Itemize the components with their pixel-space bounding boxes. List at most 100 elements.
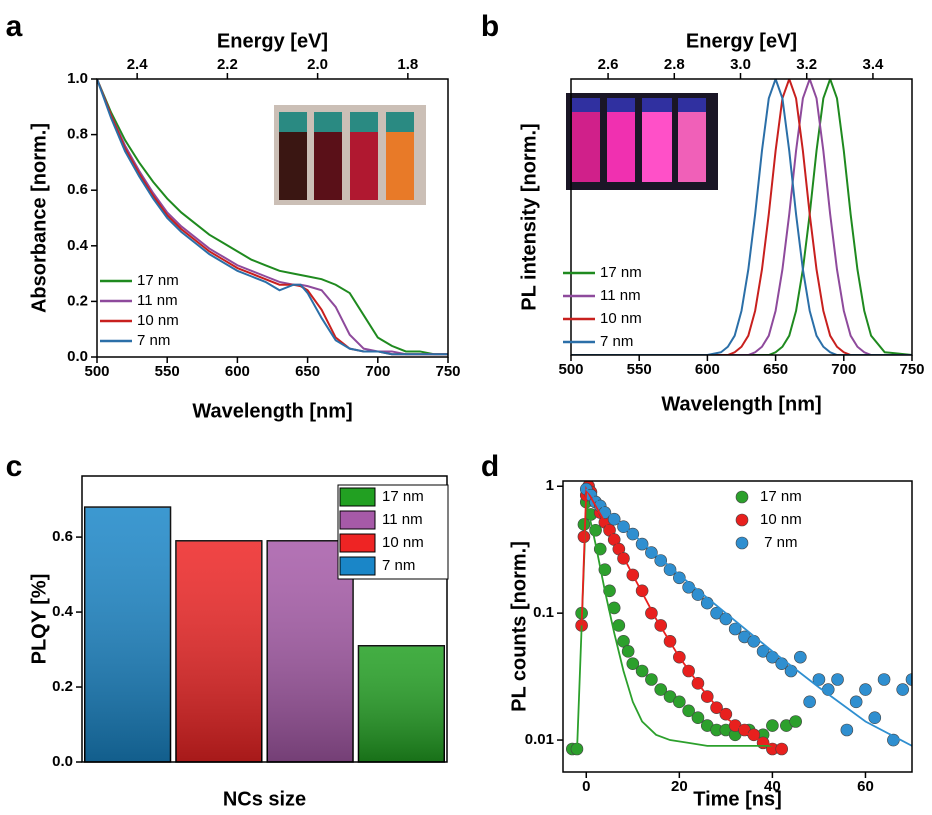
data-point bbox=[645, 673, 658, 686]
y-tick-label: 0.6 bbox=[67, 181, 88, 198]
legend-label: 7 nm bbox=[137, 332, 170, 349]
legend-swatch bbox=[339, 510, 376, 530]
y-tick-label: 0.4 bbox=[52, 603, 74, 620]
panel-label: a bbox=[6, 10, 23, 43]
spectrum-line bbox=[97, 79, 448, 356]
legend-label: 17 nm bbox=[760, 488, 802, 505]
data-point bbox=[635, 537, 649, 551]
x-tick-label: 500 bbox=[84, 363, 109, 380]
top-tick-label: 3.2 bbox=[796, 56, 817, 73]
inset-photo bbox=[274, 105, 426, 205]
top-tick-label: 2.2 bbox=[217, 56, 238, 73]
data-point bbox=[682, 704, 695, 718]
y-axis-label: PL counts [norm.] bbox=[508, 541, 530, 712]
data-point bbox=[645, 546, 658, 559]
x-tick-label: 20 bbox=[671, 778, 688, 795]
inset-photo bbox=[566, 93, 718, 190]
x-tick-label: 650 bbox=[763, 361, 788, 378]
panel: d Time [ns] PL counts [norm.] 0 20 40 60 1 0.1 0.… bbox=[481, 450, 913, 810]
x-tick-label: 0 bbox=[582, 778, 590, 795]
panel: a Wavelength [nm] Absorbance [norm.] 500 550… bbox=[6, 10, 461, 422]
data-point bbox=[794, 650, 807, 664]
x-axis-label: Wavelength [nm] bbox=[661, 393, 821, 415]
data-point bbox=[905, 673, 912, 686]
plot-frame bbox=[96, 78, 449, 358]
legend-swatch bbox=[735, 536, 749, 550]
x-tick-label: 600 bbox=[695, 361, 720, 378]
data-point bbox=[626, 657, 640, 670]
legend-label: 10 nm bbox=[137, 312, 179, 329]
y-axis-label: PLQY [%] bbox=[28, 574, 50, 665]
legend-label: 10 nm bbox=[382, 534, 424, 551]
data-point bbox=[719, 707, 733, 721]
spectrum-line bbox=[571, 79, 912, 355]
data-point bbox=[719, 612, 733, 626]
fit-line bbox=[576, 501, 773, 753]
data-point bbox=[877, 673, 891, 686]
data-point bbox=[812, 673, 826, 686]
plot-frame bbox=[562, 480, 913, 773]
panel: c NCs size PLQY [%] 0.0 0.2 0.4 0.6 17 nm 11 nm 1… bbox=[6, 450, 449, 810]
spectrum-line bbox=[97, 79, 448, 356]
x-tick-label: 550 bbox=[155, 363, 180, 380]
legend-swatch bbox=[339, 533, 376, 553]
y-tick-label: 0.1 bbox=[533, 604, 554, 621]
bar-shade bbox=[358, 645, 445, 762]
y-tick-label: 0.6 bbox=[52, 528, 73, 545]
data-point bbox=[654, 554, 668, 567]
data-point bbox=[766, 719, 779, 732]
panel: b Wavelength [nm] PL intensity [norm.] 500 5… bbox=[481, 10, 925, 415]
data-point bbox=[673, 695, 686, 709]
legend-label: 7 nm bbox=[760, 534, 798, 551]
y-tick-label: 0.8 bbox=[67, 126, 88, 143]
legend-label: 17 nm bbox=[137, 272, 179, 289]
fit-line bbox=[585, 488, 912, 747]
top-tick-label: 2.8 bbox=[664, 56, 685, 73]
data-point bbox=[577, 518, 591, 531]
top-tick-label: 3.4 bbox=[863, 56, 885, 73]
legend-swatch bbox=[735, 490, 749, 504]
legend-label: 7 nm bbox=[382, 557, 415, 574]
x-tick-label: 750 bbox=[899, 361, 924, 378]
top-axis-label: Energy [eV] bbox=[217, 30, 328, 52]
x-axis-label: Time [ns] bbox=[693, 788, 782, 810]
legend-label: 11 nm bbox=[382, 511, 423, 528]
legend-label: 10 nm bbox=[600, 310, 642, 327]
y-tick-label: 1 bbox=[546, 477, 554, 494]
data-point bbox=[710, 606, 723, 620]
x-axis-label: NCs size bbox=[223, 788, 306, 810]
y-tick-label: 0.0 bbox=[67, 348, 88, 365]
legend-label: 11 nm bbox=[137, 292, 178, 309]
top-axis-label: Energy [eV] bbox=[686, 30, 797, 52]
y-tick-label: 0.0 bbox=[52, 753, 73, 770]
data-point bbox=[789, 715, 802, 728]
data-point bbox=[612, 619, 626, 632]
x-tick-label: 600 bbox=[225, 363, 250, 380]
plot-frame bbox=[81, 475, 448, 763]
legend-label: 11 nm bbox=[600, 287, 641, 304]
legend-label: 17 nm bbox=[382, 488, 424, 505]
panel-label: c bbox=[6, 450, 23, 483]
x-tick-label: 750 bbox=[435, 363, 460, 380]
x-axis-label: Wavelength [nm] bbox=[192, 400, 352, 422]
data-point bbox=[831, 673, 844, 686]
y-tick-label: 0.4 bbox=[67, 237, 89, 254]
data-point bbox=[803, 695, 816, 709]
legend-swatch bbox=[339, 556, 376, 576]
data-point bbox=[621, 645, 635, 658]
y-axis-label: Absorbance [norm.] bbox=[28, 123, 50, 313]
data-point bbox=[635, 664, 649, 678]
data-point bbox=[849, 695, 863, 709]
top-tick-label: 2.4 bbox=[127, 56, 149, 73]
panel-label: b bbox=[481, 10, 499, 43]
y-axis-label: PL intensity [norm.] bbox=[518, 123, 540, 310]
y-tick-label: 1.0 bbox=[67, 70, 88, 87]
data-point bbox=[756, 645, 770, 658]
data-point bbox=[775, 742, 789, 756]
bar-shade bbox=[84, 507, 171, 762]
x-tick-label: 500 bbox=[558, 361, 583, 378]
x-tick-label: 700 bbox=[365, 363, 390, 380]
data-point bbox=[691, 711, 705, 725]
legend-label: 10 nm bbox=[760, 511, 802, 528]
